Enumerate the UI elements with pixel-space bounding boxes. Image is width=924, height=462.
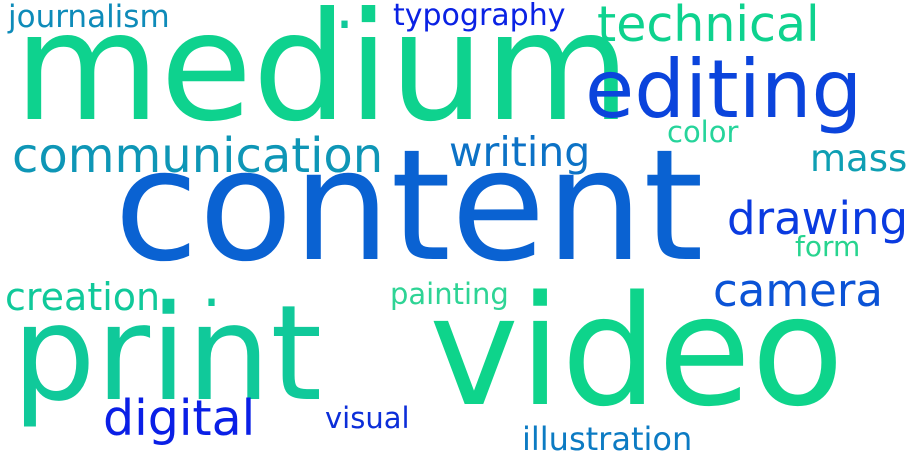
word-dot: . — [202, 251, 222, 321]
word-drawing: drawing — [727, 192, 909, 245]
word-video: video — [429, 263, 845, 440]
word-editing: editing — [585, 43, 863, 136]
word-content: content — [114, 117, 704, 296]
word-mass: mass — [810, 137, 908, 180]
word-creation: creation — [5, 275, 161, 319]
word-communication: communication — [12, 128, 384, 184]
word-color: color — [667, 115, 739, 149]
word-print: print — [12, 277, 323, 431]
word-painting: painting — [390, 277, 509, 311]
word-visual: visual — [325, 401, 410, 435]
word-form: form — [795, 230, 861, 263]
word-dot: . — [335, 0, 355, 43]
word-journalism: journalism — [8, 0, 170, 35]
word-digital: digital — [103, 390, 256, 447]
word-camera: camera — [713, 264, 883, 317]
word-typography: typography — [393, 0, 566, 33]
word-illustration: illustration — [522, 420, 693, 458]
word-medium: medium — [14, 0, 631, 155]
word-writing: writing — [449, 128, 591, 176]
word-technical: technical — [597, 0, 820, 53]
